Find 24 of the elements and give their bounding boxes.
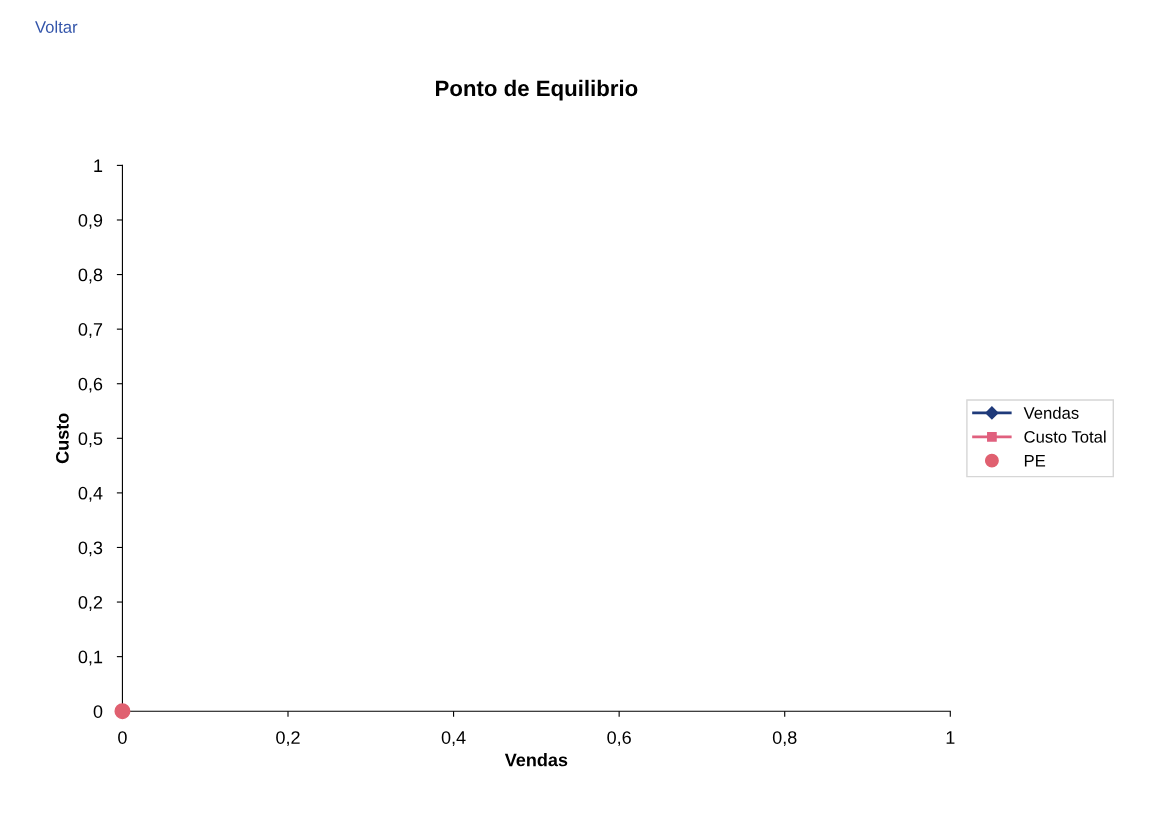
- chart-title: Ponto de Equilibrio: [436, 79, 638, 101]
- x-tick-label: 0,8: [772, 731, 797, 747]
- legend-label: Vendas: [1023, 406, 1079, 419]
- y-tick-label: 0,9: [78, 213, 103, 229]
- y-axis-title: Custo: [55, 413, 69, 464]
- y-tick-label: 0,6: [78, 377, 103, 393]
- y-tick-label: 0,3: [78, 541, 103, 557]
- y-tick-label: 0,5: [78, 432, 103, 448]
- y-tick-label: 0,1: [78, 650, 103, 666]
- y-tick-label: 0,2: [78, 595, 103, 611]
- legend-label: Custo Total: [1024, 430, 1106, 443]
- x-tick-label: 0: [118, 731, 127, 744]
- y-tick-label: 0,8: [78, 268, 103, 284]
- text: Voltar: [35, 20, 78, 33]
- y-tick-label: 0: [93, 705, 103, 718]
- y-tick-label: 0,4: [78, 486, 103, 502]
- y-tick-label: 0,7: [78, 323, 103, 338]
- x-tick-label: 1: [946, 731, 955, 744]
- x-tick-label: 0,4: [441, 731, 466, 747]
- x-axis-title: Vendas: [504, 753, 568, 767]
- x-tick-label: 0,2: [276, 731, 300, 747]
- y-tick-label: 1: [94, 159, 103, 172]
- legend-label: PE: [1024, 455, 1046, 467]
- x-tick-label: 0,6: [607, 731, 631, 747]
